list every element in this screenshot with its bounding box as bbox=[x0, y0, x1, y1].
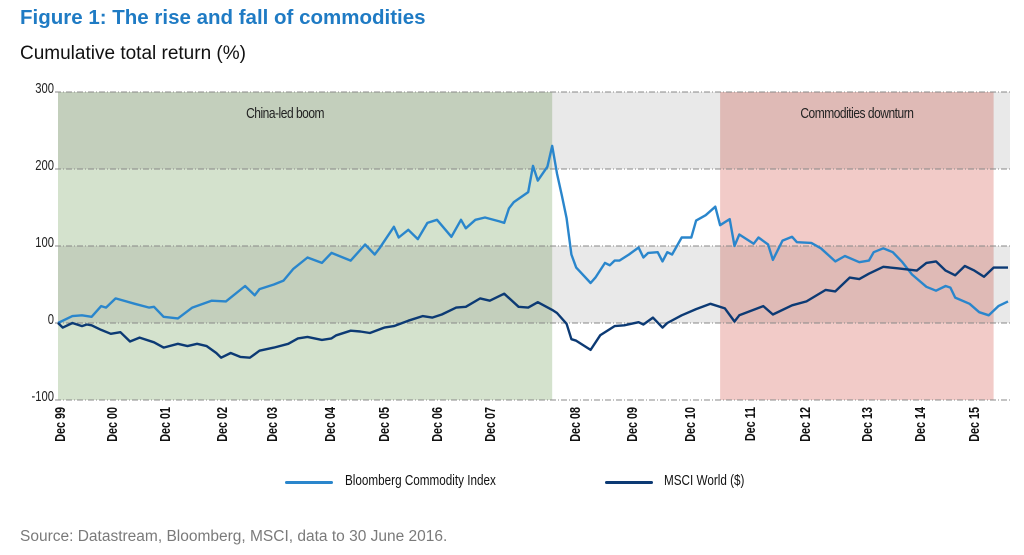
shaded-region-2 bbox=[720, 246, 994, 323]
x-tick-label: Dec 11 bbox=[741, 407, 758, 441]
x-tick-label: Dec 07 bbox=[481, 407, 498, 442]
y-tick-label: -100 bbox=[31, 387, 54, 404]
shaded-region-0 bbox=[58, 169, 553, 246]
shaded-region-2 bbox=[720, 323, 994, 400]
x-tick-label: Dec 00 bbox=[103, 407, 120, 442]
x-tick-label: Dec 08 bbox=[566, 407, 583, 442]
legend-swatch-msci bbox=[605, 481, 653, 484]
x-tick-label: Dec 13 bbox=[858, 407, 875, 442]
shaded-region-2 bbox=[720, 92, 994, 169]
series-line-bcom bbox=[57, 144, 1009, 325]
figure-title: Figure 1: The rise and fall of commoditi… bbox=[20, 6, 426, 29]
legend-swatch-bcom bbox=[285, 481, 333, 484]
chart-subtitle: Cumulative total return (%) bbox=[20, 43, 246, 64]
x-tick-label: Dec 14 bbox=[911, 406, 928, 441]
shaded-region-2 bbox=[720, 169, 994, 246]
shaded-region-0 bbox=[58, 323, 553, 400]
region-label-0: China-led boom bbox=[246, 105, 324, 122]
x-tick-label: Dec 06 bbox=[428, 407, 445, 442]
x-tick-label: Dec 01 bbox=[156, 407, 173, 442]
series-line-msci bbox=[57, 260, 1008, 359]
legend-label-msci: MSCI World ($) bbox=[664, 472, 745, 489]
y-tick-label: 100 bbox=[35, 233, 54, 250]
x-tick-label: Dec 15 bbox=[965, 407, 982, 442]
x-tick-label: Dec 05 bbox=[375, 407, 392, 442]
shaded-region-0 bbox=[58, 246, 553, 323]
x-tick-label: Dec 02 bbox=[213, 407, 230, 442]
region-label-2: Commodities downturn bbox=[800, 105, 913, 122]
x-tick-label: Dec 09 bbox=[623, 407, 640, 442]
x-tick-label: Dec 12 bbox=[796, 407, 813, 442]
source-note: Source: Datastream, Bloomberg, MSCI, dat… bbox=[20, 528, 448, 545]
x-tick-label: Dec 04 bbox=[321, 406, 338, 441]
shaded-region-0 bbox=[58, 92, 553, 169]
x-tick-label: Dec 03 bbox=[263, 407, 280, 442]
y-tick-label: 200 bbox=[35, 156, 54, 173]
x-tick-label: Dec 99 bbox=[51, 407, 68, 442]
x-tick-label: Dec 10 bbox=[681, 407, 698, 442]
legend-label-bcom: Bloomberg Commodity Index bbox=[345, 472, 496, 489]
y-tick-label: 300 bbox=[35, 79, 54, 96]
y-tick-label: 0 bbox=[48, 310, 54, 327]
